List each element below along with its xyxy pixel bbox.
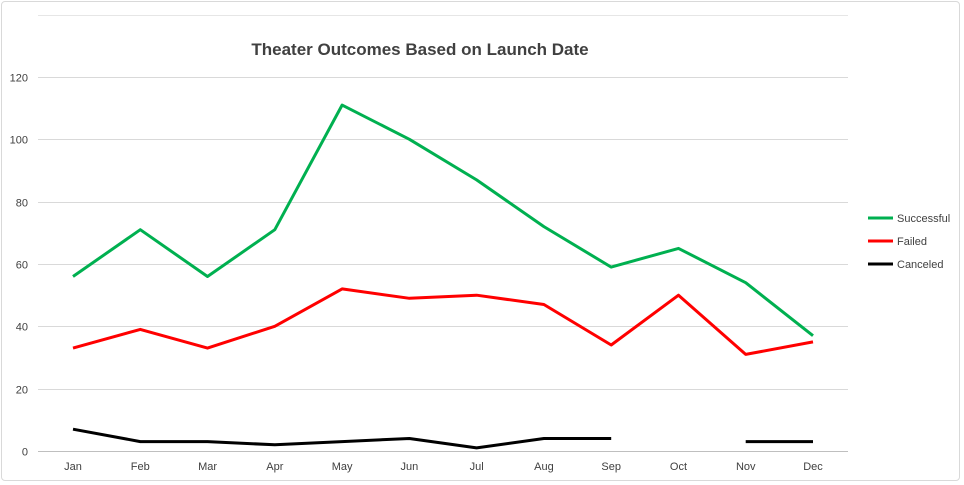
y-tick-label: 60 bbox=[16, 260, 28, 272]
chart-title: Theater Outcomes Based on Launch Date bbox=[251, 40, 588, 59]
series-line-successful bbox=[72, 103, 814, 337]
x-tick-label: Jan bbox=[64, 461, 82, 473]
x-tick-label: Dec bbox=[803, 461, 823, 473]
legend-label: Canceled bbox=[897, 259, 943, 271]
x-tick-label: Feb bbox=[131, 461, 150, 473]
x-tick-label: May bbox=[332, 461, 353, 473]
y-axis-ticks: 0 20 40 60 80 100 120 bbox=[10, 73, 28, 459]
series-line-failed bbox=[72, 287, 814, 356]
legend-label: Failed bbox=[897, 236, 927, 248]
gridlines bbox=[38, 15, 848, 452]
series-lines bbox=[72, 103, 814, 450]
x-tick-label: Aug bbox=[534, 461, 554, 473]
y-tick-label: 120 bbox=[10, 73, 28, 85]
legend: Successful Failed Canceled bbox=[868, 213, 950, 271]
y-tick-label: 40 bbox=[16, 322, 28, 334]
y-tick-label: 20 bbox=[16, 385, 28, 397]
x-tick-label: Mar bbox=[198, 461, 217, 473]
x-tick-label: Oct bbox=[670, 461, 687, 473]
series-line-canceled bbox=[72, 427, 612, 450]
x-tick-label: Sep bbox=[601, 461, 621, 473]
legend-label: Successful bbox=[897, 213, 950, 225]
y-tick-label: 80 bbox=[16, 198, 28, 210]
x-axis-ticks: Jan Feb Mar Apr May Jun Jul Aug Sep Oct Nov Dec bbox=[64, 461, 823, 473]
x-tick-label: Nov bbox=[736, 461, 756, 473]
x-tick-label: Jun bbox=[400, 461, 418, 473]
y-tick-label: 0 bbox=[22, 447, 28, 459]
y-tick-label: 100 bbox=[10, 135, 28, 147]
x-tick-label: Apr bbox=[266, 461, 283, 473]
x-tick-label: Jul bbox=[470, 461, 484, 473]
